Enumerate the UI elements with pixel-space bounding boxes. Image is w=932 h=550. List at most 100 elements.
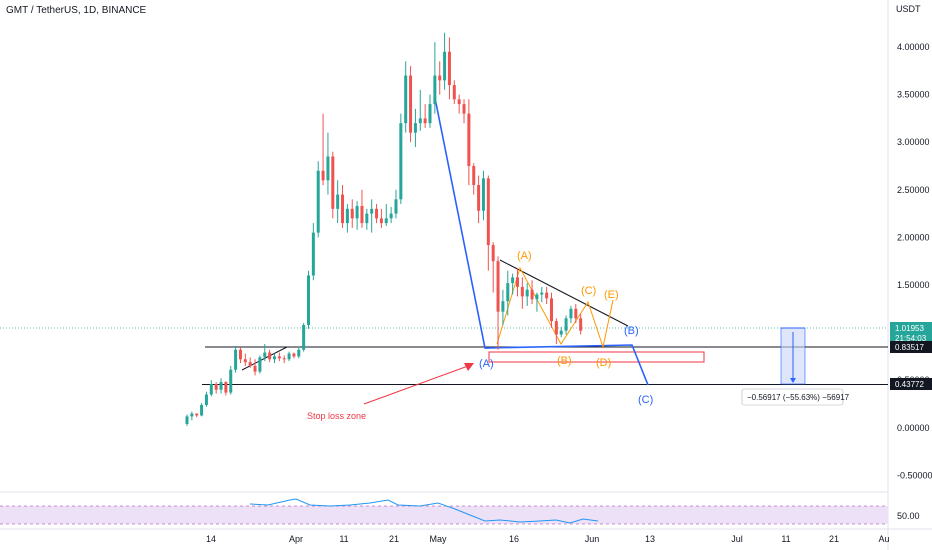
candle-up[interactable]	[365, 213, 369, 224]
candle-up[interactable]	[428, 104, 432, 124]
candle-down[interactable]	[574, 308, 578, 319]
wave-label-d-orange: (D)	[596, 357, 611, 369]
candle-down[interactable]	[248, 362, 252, 366]
candle-up[interactable]	[540, 292, 544, 295]
wave-orange-path[interactable]	[496, 266, 614, 349]
candle-up[interactable]	[336, 194, 340, 209]
candle-up[interactable]	[564, 318, 568, 331]
candle-down[interactable]	[375, 208, 379, 219]
candle-up[interactable]	[404, 75, 408, 124]
candle-up[interactable]	[200, 404, 204, 416]
candle-up[interactable]	[511, 277, 515, 284]
candle-down[interactable]	[447, 51, 451, 86]
early-triangle[interactable]	[222, 346, 288, 371]
candle-up[interactable]	[418, 118, 422, 124]
candle-up[interactable]	[234, 349, 238, 370]
candle-down[interactable]	[321, 170, 325, 181]
candle-down[interactable]	[550, 298, 553, 322]
candle-up[interactable]	[501, 301, 505, 312]
candle-up[interactable]	[297, 349, 301, 357]
candle-up[interactable]	[316, 170, 320, 233]
candle-down[interactable]	[477, 185, 481, 211]
candle-up[interactable]	[311, 232, 315, 276]
candle-up[interactable]	[209, 384, 213, 395]
candle-up[interactable]	[394, 199, 398, 214]
last-price-value: 1.01953	[895, 324, 924, 333]
stop-loss-label: Stop loss zone	[307, 411, 366, 421]
wave-blue-path[interactable]	[434, 97, 649, 386]
candle-down[interactable]	[457, 99, 461, 105]
candle-down[interactable]	[214, 384, 218, 390]
candle-up[interactable]	[443, 51, 447, 81]
candle-down[interactable]	[530, 289, 534, 300]
candle-up[interactable]	[506, 283, 510, 302]
candle-down[interactable]	[224, 382, 228, 393]
candle-down[interactable]	[277, 356, 281, 359]
candle-up[interactable]	[535, 294, 539, 300]
x-tick-label: Apr	[289, 534, 303, 544]
candle-down[interactable]	[253, 365, 257, 372]
candle-down[interactable]	[379, 218, 383, 224]
candle-up[interactable]	[389, 213, 393, 219]
candle-up[interactable]	[345, 208, 349, 224]
candle-up[interactable]	[326, 156, 330, 181]
candle-up[interactable]	[355, 205, 359, 219]
candle-down[interactable]	[515, 277, 519, 287]
candle-up[interactable]	[370, 208, 374, 214]
wave-label-c-orange: (C)	[581, 285, 596, 297]
candle-down[interactable]	[292, 353, 296, 357]
candle-down[interactable]	[467, 113, 471, 166]
candle-up[interactable]	[287, 353, 291, 360]
candle-up[interactable]	[433, 75, 437, 105]
candle-up[interactable]	[525, 289, 529, 297]
candle-down[interactable]	[462, 104, 466, 114]
candle-down[interactable]	[268, 352, 272, 360]
wave-label-a-orange: (A)	[517, 250, 532, 262]
candle-down[interactable]	[195, 413, 199, 416]
candle-down[interactable]	[350, 208, 354, 219]
candle-up[interactable]	[229, 369, 233, 393]
candle-down[interactable]	[554, 321, 558, 335]
stop-loss-arrow[interactable]	[363, 365, 469, 405]
candle-up[interactable]	[190, 413, 194, 417]
candle-down[interactable]	[472, 166, 476, 186]
candle-up[interactable]	[481, 178, 485, 211]
candle-down[interactable]	[341, 194, 345, 224]
candle-down[interactable]	[331, 156, 335, 209]
candle-down[interactable]	[579, 318, 583, 331]
candle-up[interactable]	[263, 352, 267, 358]
candle-up[interactable]	[559, 330, 563, 335]
candle-down[interactable]	[545, 292, 549, 299]
candle-down[interactable]	[491, 245, 495, 262]
candle-up[interactable]	[258, 357, 262, 372]
candle-up[interactable]	[307, 275, 310, 325]
candle-down[interactable]	[423, 118, 427, 124]
candle-up[interactable]	[302, 324, 306, 350]
candle-down[interactable]	[452, 85, 456, 100]
candle-up[interactable]	[569, 308, 573, 319]
candle-up[interactable]	[413, 123, 417, 133]
candle-down[interactable]	[360, 205, 364, 224]
candle-up[interactable]	[399, 123, 403, 200]
candle-down[interactable]	[486, 178, 490, 246]
candle-down[interactable]	[282, 358, 286, 360]
candle-down[interactable]	[238, 349, 242, 360]
currency-label: USDT	[896, 4, 921, 14]
wave-label-c-blue: (C)	[638, 394, 653, 406]
candle-down[interactable]	[409, 75, 413, 133]
support-zone-box[interactable]	[488, 351, 705, 363]
x-tick-label: 11	[781, 534, 790, 544]
countdown-value: 21:54:03	[895, 334, 927, 343]
candle-down[interactable]	[243, 359, 247, 363]
candle-up[interactable]	[384, 218, 388, 224]
rsi-level-label: 50.00	[897, 511, 920, 521]
candle-up[interactable]	[272, 356, 276, 360]
candle-down[interactable]	[520, 286, 524, 297]
y-tick-label: 2.00000	[897, 232, 930, 242]
candle-up[interactable]	[204, 394, 208, 405]
candle-down[interactable]	[438, 75, 442, 81]
candle-down[interactable]	[496, 261, 500, 312]
candle-up[interactable]	[219, 382, 223, 390]
candle-up[interactable]	[185, 416, 189, 424]
